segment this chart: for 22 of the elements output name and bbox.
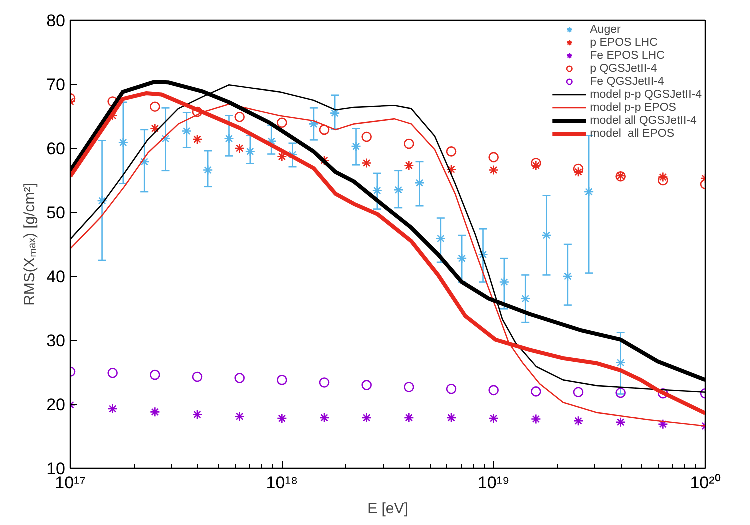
y-tick-label: 50 xyxy=(46,204,66,222)
legend-label: model all QGSJetII-4 xyxy=(590,114,697,127)
legend-label: Auger xyxy=(590,23,621,36)
y-tick-label: 20 xyxy=(46,396,66,414)
x-tick-label: 10²⁰ xyxy=(690,474,721,492)
y-tick-label: 40 xyxy=(46,268,66,286)
legend-label: model p-p QGSJetII-4 xyxy=(590,88,702,101)
y-tick-label: 30 xyxy=(46,332,66,350)
x-tick-label: 10¹⁷ xyxy=(55,474,86,492)
x-tick-label: 10¹⁸ xyxy=(266,474,298,492)
y-tick-label: 70 xyxy=(46,76,66,94)
x-tick-label: 10¹⁹ xyxy=(478,474,510,492)
y-tick-label: 60 xyxy=(46,140,66,158)
x-axis-title: E [eV] xyxy=(368,500,408,518)
legend-label: p QGSJetII-4 xyxy=(590,62,658,75)
legend-label: Fe QGSJetII-4 xyxy=(590,75,664,88)
y-axis-title: RMS(Xₘₐₓ) [g/cm²] xyxy=(22,183,39,306)
legend-label: model p-p EPOS xyxy=(590,101,676,114)
legend-label: p EPOS LHC xyxy=(590,36,658,49)
y-tick-label: 80 xyxy=(46,12,66,30)
legend-label: model all EPOS xyxy=(590,127,675,140)
legend-label: Fe EPOS LHC xyxy=(590,49,665,62)
